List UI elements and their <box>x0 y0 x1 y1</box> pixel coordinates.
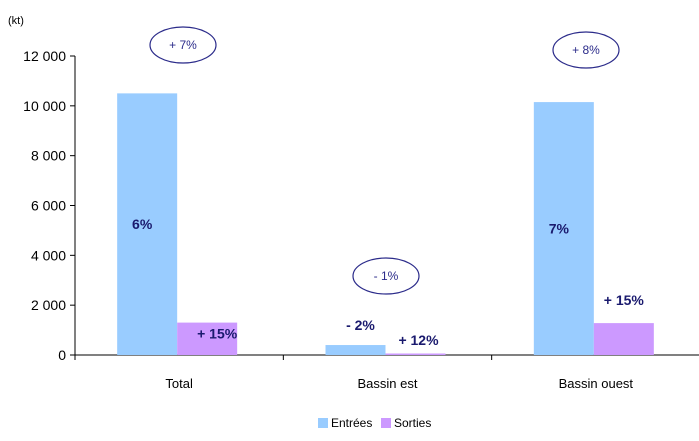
legend-label: Sorties <box>394 416 431 430</box>
annotation-ellipse <box>552 31 620 69</box>
y-tick-label: 2 000 <box>31 297 66 313</box>
legend-swatch <box>318 418 328 428</box>
data-labels: 6% + 15% - 2% + 12% 7% + 15% <box>132 216 644 348</box>
y-tick-label: 6 000 <box>31 198 66 214</box>
bar-entrees <box>325 345 386 355</box>
y-unit-label: (kt) <box>8 15 24 27</box>
x-axis: Total Bassin est Bassin ouest <box>74 354 699 391</box>
bar-entrees <box>117 93 178 355</box>
y-tick-label: 8 000 <box>31 148 66 164</box>
y-axis: 0 2 000 4 000 6 000 8 000 10 000 12 000 <box>23 48 76 363</box>
bar-sorties <box>385 353 446 355</box>
bar-entrees <box>533 102 594 356</box>
bar-sorties <box>593 323 654 355</box>
x-tick-label: Bassin est <box>358 376 418 391</box>
data-label-entrees: 7% <box>549 221 570 237</box>
data-label-entrees: 6% <box>132 216 153 232</box>
annotation-ellipse <box>149 26 217 64</box>
data-label-sorties: + 12% <box>398 332 439 348</box>
data-label-sorties: + 15% <box>197 326 238 342</box>
legend-swatch <box>381 418 391 428</box>
annotation-label: - 1% <box>374 269 399 283</box>
data-label-sorties: + 15% <box>604 292 645 308</box>
data-label-entrees: - 2% <box>346 317 375 333</box>
y-tick-label: 12 000 <box>23 48 66 64</box>
bars <box>117 93 654 356</box>
annotations: + 7% - 1% + 8% <box>149 26 620 295</box>
y-tick-label: 10 000 <box>23 98 66 114</box>
bar-sorties <box>177 322 238 355</box>
x-tick-label: Bassin ouest <box>559 376 634 391</box>
annotation-ellipse <box>352 257 420 295</box>
legend: Entrées Sorties <box>318 416 431 430</box>
legend-label: Entrées <box>331 416 372 430</box>
annotation-label: + 8% <box>572 43 600 57</box>
y-tick-label: 4 000 <box>31 247 66 263</box>
x-tick-label: Total <box>165 376 193 391</box>
annotation-label: + 7% <box>169 38 197 52</box>
y-tick-label: 0 <box>58 347 66 363</box>
